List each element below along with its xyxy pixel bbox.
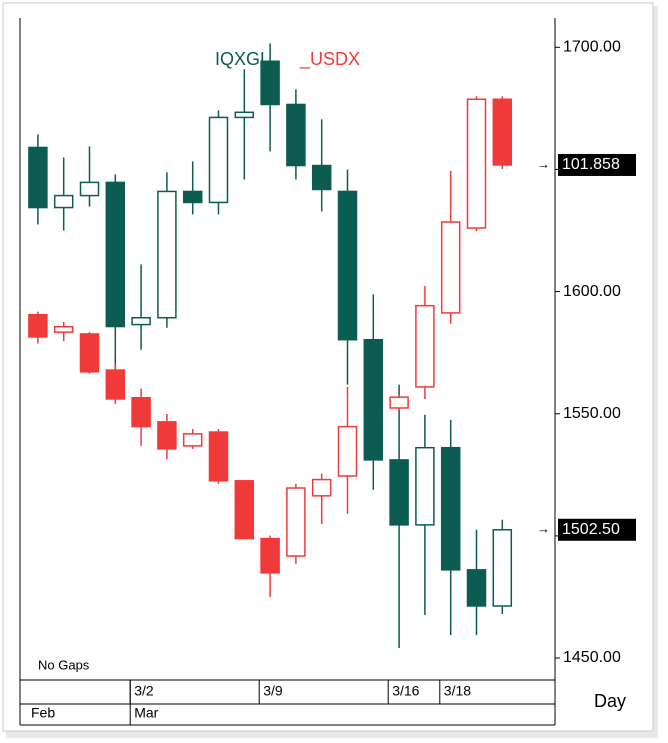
candle-body bbox=[234, 480, 255, 540]
x-tick-label: 3/9 bbox=[263, 683, 283, 699]
candle-body bbox=[311, 478, 332, 497]
candle-body bbox=[53, 325, 74, 333]
candle-body bbox=[466, 569, 487, 607]
last-arrow: → bbox=[537, 521, 550, 536]
candle-body bbox=[440, 446, 461, 571]
candle-body bbox=[363, 338, 384, 461]
candle-body bbox=[28, 146, 48, 209]
candle-body bbox=[260, 537, 280, 574]
candle-body bbox=[337, 425, 358, 477]
candle-body bbox=[260, 60, 280, 106]
last-value-box bbox=[558, 153, 636, 176]
last-value-box bbox=[558, 518, 636, 541]
y-tick-label: 1700.00 bbox=[563, 39, 621, 56]
candle-body bbox=[79, 333, 100, 373]
y-tick-label: 1550.00 bbox=[563, 405, 621, 422]
legend-entry: _USDX bbox=[299, 49, 360, 70]
y-tick-label: 1600.00 bbox=[563, 283, 621, 300]
candle-body bbox=[157, 190, 177, 319]
candle-body bbox=[286, 103, 306, 167]
candle-body bbox=[466, 98, 487, 229]
last-arrow: → bbox=[537, 156, 550, 171]
x-tick-label: 3/18 bbox=[444, 683, 471, 699]
candle-body bbox=[415, 304, 435, 388]
candle-body bbox=[337, 190, 358, 341]
candle-body bbox=[157, 421, 177, 450]
candle-body bbox=[131, 396, 151, 428]
candle-body bbox=[389, 396, 409, 409]
candle-body bbox=[208, 431, 229, 482]
candle-body bbox=[492, 98, 513, 166]
candle-body bbox=[105, 181, 126, 328]
candle-body bbox=[311, 164, 332, 191]
x-tick-label: 3/16 bbox=[392, 683, 419, 699]
candle-body bbox=[182, 433, 203, 447]
legend-entry: IQXGL bbox=[215, 49, 270, 69]
month-label: Feb bbox=[31, 705, 55, 721]
month-label: Mar bbox=[134, 705, 158, 721]
candle-body bbox=[105, 369, 126, 400]
candle-body bbox=[440, 221, 461, 314]
last-value-label: 1502.50 bbox=[562, 521, 620, 538]
candle-body bbox=[28, 313, 48, 338]
x-tick-label: 3/2 bbox=[134, 683, 154, 699]
candle-body bbox=[286, 487, 306, 557]
candle-body bbox=[79, 181, 100, 197]
candle-body bbox=[389, 459, 409, 526]
note: No Gaps bbox=[38, 657, 90, 672]
candle-body bbox=[415, 446, 435, 526]
x-axis-title: Day bbox=[594, 691, 626, 711]
y-tick-label: 1450.00 bbox=[563, 649, 621, 666]
candle-body bbox=[131, 316, 151, 326]
candle-body bbox=[492, 529, 513, 607]
candle-body bbox=[53, 194, 74, 209]
candle-body bbox=[182, 190, 203, 204]
last-value-label: 101.858 bbox=[562, 156, 620, 173]
candle-body bbox=[234, 111, 255, 119]
candle-body bbox=[208, 116, 229, 204]
